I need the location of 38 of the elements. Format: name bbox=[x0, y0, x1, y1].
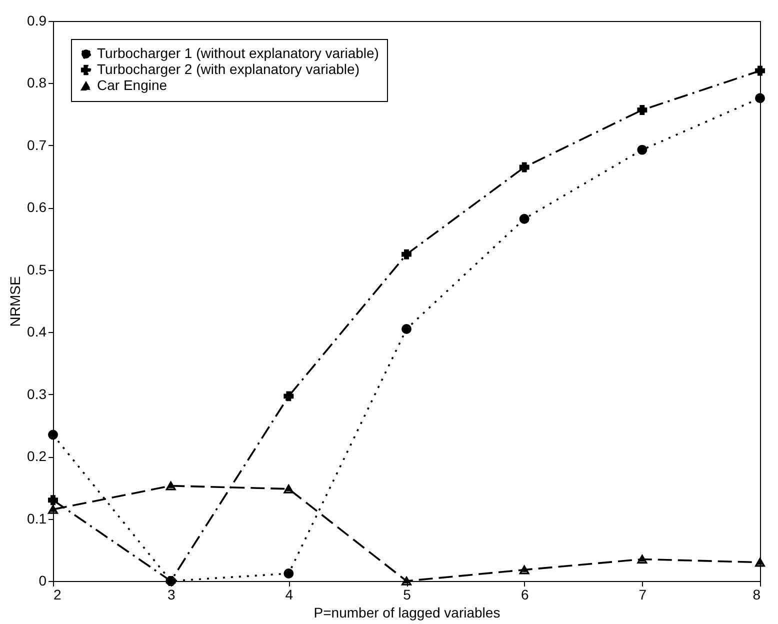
x-axis-title: P=number of lagged variables bbox=[314, 604, 500, 620]
point bbox=[284, 484, 294, 494]
y-tick-label: 0.1 bbox=[27, 510, 47, 526]
x-tick-label: 6 bbox=[520, 586, 529, 602]
point bbox=[637, 554, 648, 564]
y-tick-label: 0.5 bbox=[27, 261, 47, 278]
point bbox=[519, 162, 530, 172]
point bbox=[48, 495, 58, 506]
x-tick-label: 2 bbox=[54, 586, 62, 602]
point bbox=[284, 391, 294, 402]
point bbox=[166, 576, 176, 586]
point bbox=[48, 430, 58, 440]
y-tick-label: 0.2 bbox=[27, 448, 47, 464]
point bbox=[166, 481, 176, 490]
point bbox=[284, 568, 294, 579]
point bbox=[402, 249, 412, 260]
point bbox=[519, 214, 530, 224]
point bbox=[755, 66, 765, 76]
y-tick-label: 0.6 bbox=[27, 199, 47, 216]
point bbox=[519, 565, 530, 574]
x-tick-label: 4 bbox=[285, 586, 294, 602]
point bbox=[637, 104, 648, 115]
y-tick-label: 0.8 bbox=[27, 74, 47, 91]
point bbox=[755, 93, 765, 104]
point bbox=[637, 144, 648, 155]
x-tick-label: 5 bbox=[403, 586, 412, 602]
y-tick-label: 0.4 bbox=[27, 324, 47, 340]
y-tick-label: 0.9 bbox=[27, 12, 47, 28]
x-tick-label: 7 bbox=[638, 586, 647, 602]
legend-label: Car Engine bbox=[97, 77, 168, 93]
legend-label: Turbocharger 2 (with explanatory variable) bbox=[97, 61, 360, 77]
y-axis-title: NRMSE bbox=[7, 276, 24, 327]
y-tick-label: 0.3 bbox=[27, 386, 47, 402]
y-tick-label: 0 bbox=[38, 572, 47, 588]
y-tick-label: 0.7 bbox=[27, 136, 47, 153]
x-tick-label: 3 bbox=[167, 586, 176, 602]
legend-label: Turbocharger 1 (without explanatory variable) bbox=[97, 45, 379, 61]
x-tick-label: 8 bbox=[752, 586, 761, 602]
